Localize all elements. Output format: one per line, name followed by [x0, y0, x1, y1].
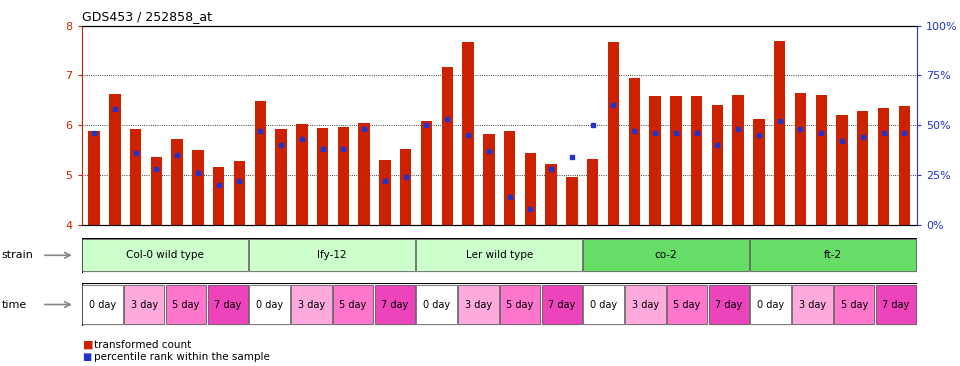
Bar [291, 285, 331, 324]
Bar [166, 285, 206, 324]
Bar [358, 123, 370, 225]
Bar [625, 285, 665, 324]
Text: Ler wild type: Ler wild type [466, 250, 533, 260]
Bar [876, 285, 916, 324]
Text: 3 day: 3 day [799, 299, 826, 310]
Bar [379, 160, 391, 225]
Bar [296, 124, 307, 225]
Bar [750, 239, 917, 271]
Bar [899, 107, 910, 225]
Bar [667, 285, 708, 324]
Bar [463, 42, 473, 225]
Bar [442, 67, 453, 225]
Bar [420, 122, 432, 225]
Text: 7 day: 7 day [214, 299, 241, 310]
Text: 0 day: 0 day [757, 299, 784, 310]
Text: co-2: co-2 [655, 250, 678, 260]
Text: Col-0 wild type: Col-0 wild type [126, 250, 204, 260]
Bar [417, 285, 457, 324]
Bar [754, 119, 764, 225]
Text: 5 day: 5 day [841, 299, 868, 310]
Text: 7 day: 7 day [548, 299, 575, 310]
Bar [877, 108, 889, 225]
Bar [649, 96, 660, 225]
Text: 0 day: 0 day [590, 299, 617, 310]
Bar [124, 285, 164, 324]
Text: 0 day: 0 day [256, 299, 283, 310]
Bar [583, 239, 750, 271]
Bar [670, 96, 682, 225]
Text: 7 day: 7 day [381, 299, 408, 310]
Bar [192, 150, 204, 225]
Text: 3 day: 3 day [298, 299, 324, 310]
Bar [82, 239, 249, 271]
Text: lfy-12: lfy-12 [318, 250, 347, 260]
Bar [338, 127, 349, 225]
Bar [207, 285, 248, 324]
Bar [708, 285, 749, 324]
Text: transformed count: transformed count [94, 340, 191, 350]
Bar [774, 41, 785, 225]
Text: 7 day: 7 day [715, 299, 742, 310]
Bar [608, 42, 619, 225]
Bar [416, 239, 583, 271]
Bar [83, 285, 123, 324]
Text: 5 day: 5 day [674, 299, 701, 310]
Bar [792, 285, 832, 324]
Bar [234, 161, 245, 225]
Text: 5 day: 5 day [340, 299, 367, 310]
Bar [691, 96, 703, 225]
Bar [374, 285, 415, 324]
Bar [545, 164, 557, 225]
Bar [88, 131, 100, 225]
Text: ■: ■ [83, 340, 93, 350]
Text: ft-2: ft-2 [825, 250, 842, 260]
Bar [250, 285, 290, 324]
Bar [172, 139, 183, 225]
Bar [213, 167, 225, 225]
Bar [566, 177, 578, 225]
Bar [130, 129, 141, 225]
Bar [834, 285, 875, 324]
Bar [333, 285, 373, 324]
Text: 5 day: 5 day [173, 299, 200, 310]
Bar [541, 285, 582, 324]
Bar [751, 285, 791, 324]
Bar [629, 78, 640, 225]
Bar [254, 101, 266, 225]
Text: 5 day: 5 day [507, 299, 534, 310]
Bar [504, 131, 516, 225]
Bar [795, 93, 806, 225]
Bar [815, 96, 827, 225]
Text: strain: strain [2, 250, 34, 260]
Bar [249, 239, 416, 271]
Bar [400, 149, 412, 225]
Text: time: time [2, 299, 27, 310]
Bar [151, 157, 162, 225]
Bar [525, 153, 536, 225]
Bar [276, 129, 287, 225]
Text: percentile rank within the sample: percentile rank within the sample [94, 352, 270, 362]
Bar [836, 115, 848, 225]
Bar [587, 159, 598, 225]
Bar [584, 285, 624, 324]
Bar [857, 111, 869, 225]
Text: ■: ■ [83, 352, 92, 362]
Bar [458, 285, 498, 324]
Bar [500, 285, 540, 324]
Bar [732, 95, 744, 225]
Text: 3 day: 3 day [131, 299, 157, 310]
Text: 7 day: 7 day [882, 299, 909, 310]
Text: 3 day: 3 day [465, 299, 492, 310]
Text: 0 day: 0 day [423, 299, 450, 310]
Bar [711, 105, 723, 225]
Bar [317, 128, 328, 225]
Text: 0 day: 0 day [89, 299, 116, 310]
Text: 3 day: 3 day [632, 299, 659, 310]
Text: GDS453 / 252858_at: GDS453 / 252858_at [82, 10, 211, 23]
Bar [483, 134, 494, 225]
Bar [109, 94, 121, 225]
